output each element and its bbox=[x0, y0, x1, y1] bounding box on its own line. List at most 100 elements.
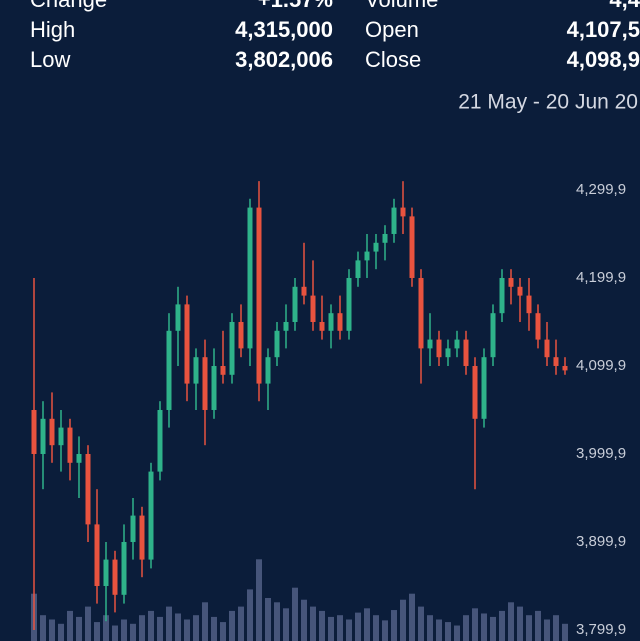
candle-body bbox=[499, 277, 505, 314]
candle-body bbox=[508, 277, 514, 287]
candle-body bbox=[256, 207, 262, 384]
candle-body bbox=[247, 207, 253, 349]
volume-bar bbox=[175, 613, 181, 641]
candle-body bbox=[517, 286, 523, 296]
candle-body bbox=[31, 409, 37, 454]
y-tick-label: 4,299,9 bbox=[576, 181, 626, 198]
candle-body bbox=[427, 339, 433, 349]
stat-label: Low bbox=[30, 47, 70, 72]
volume-bar bbox=[256, 559, 262, 641]
candle-body bbox=[373, 242, 379, 252]
candle-body bbox=[166, 330, 172, 410]
volume-bar bbox=[49, 619, 55, 641]
volume-bar bbox=[445, 622, 451, 641]
candle-body bbox=[535, 313, 541, 340]
candle-body bbox=[274, 330, 280, 358]
candle-body bbox=[481, 357, 487, 419]
candle-body bbox=[103, 559, 109, 586]
volume-bar bbox=[355, 612, 361, 641]
y-tick-label: 4,199,9 bbox=[576, 269, 626, 286]
volume-bar bbox=[373, 615, 379, 641]
candle-body bbox=[202, 357, 208, 410]
candle-body bbox=[463, 339, 469, 366]
stat-value: 4,315,000 bbox=[235, 17, 333, 42]
candle-body bbox=[94, 524, 100, 586]
volume-bar bbox=[418, 606, 424, 641]
candle-body bbox=[526, 295, 532, 314]
candle-body bbox=[346, 277, 352, 331]
volume-bar bbox=[238, 606, 244, 641]
volume-bar bbox=[274, 602, 280, 641]
stat-label: Volume bbox=[365, 0, 438, 12]
volume-bar bbox=[346, 619, 352, 641]
volume-bar bbox=[94, 622, 100, 641]
candle-body bbox=[355, 260, 361, 278]
volume-bar bbox=[490, 616, 496, 641]
candle-body bbox=[49, 418, 55, 446]
volume-bar bbox=[103, 615, 109, 641]
volume-bar bbox=[517, 606, 523, 641]
candle-body bbox=[121, 541, 127, 595]
volume-bar bbox=[535, 610, 541, 641]
stats: Change +1.57% Volume 4,4 High 4,315,000 Open 4,… bbox=[30, 0, 640, 72]
stat-value: 4,107,5 bbox=[567, 17, 640, 42]
candles bbox=[31, 181, 568, 630]
candle-body bbox=[301, 286, 307, 296]
stat-label: Close bbox=[365, 47, 421, 72]
volume-bar bbox=[472, 608, 478, 641]
candle-body bbox=[382, 233, 388, 243]
stat-label: Change bbox=[30, 0, 107, 12]
volume-bar bbox=[409, 593, 415, 641]
volume-bar bbox=[247, 589, 253, 641]
candle-body bbox=[310, 295, 316, 322]
volume-bar bbox=[454, 625, 460, 641]
volume-bar bbox=[544, 619, 550, 641]
volume-bar bbox=[328, 616, 334, 641]
candle-body bbox=[400, 207, 406, 217]
volume-bars bbox=[31, 559, 568, 641]
candle-body bbox=[337, 313, 343, 331]
stat-value: 4,4 bbox=[609, 0, 640, 12]
volume-bar bbox=[481, 613, 487, 641]
candle-body bbox=[409, 216, 415, 278]
volume-bar bbox=[382, 620, 388, 641]
volume-bar bbox=[337, 615, 343, 641]
candle-body bbox=[490, 313, 496, 358]
stat-value: 3,802,006 bbox=[235, 47, 333, 72]
candle-body bbox=[454, 339, 460, 349]
candle-body bbox=[553, 357, 559, 366]
candle-body bbox=[364, 251, 370, 261]
volume-bar bbox=[139, 615, 145, 641]
volume-bar bbox=[319, 610, 325, 641]
candle-body bbox=[265, 357, 271, 384]
candle-body bbox=[157, 409, 163, 472]
candle-body bbox=[319, 321, 325, 331]
candle-body bbox=[211, 365, 217, 410]
y-tick-label: 3,799,9 bbox=[576, 621, 626, 638]
volume-bar bbox=[112, 625, 118, 641]
candle-body bbox=[76, 453, 82, 463]
y-tick-label: 3,999,9 bbox=[576, 445, 626, 462]
volume-bar bbox=[499, 610, 505, 641]
volume-bar bbox=[58, 623, 64, 641]
candle-body bbox=[328, 313, 334, 331]
volume-bar bbox=[310, 606, 316, 641]
volume-bar bbox=[265, 598, 271, 641]
candle-body bbox=[85, 453, 91, 525]
volume-bar bbox=[436, 619, 442, 641]
volume-bar bbox=[202, 602, 208, 641]
y-tick-label: 4,099,9 bbox=[576, 357, 626, 374]
volume-bar bbox=[526, 615, 532, 641]
volume-bar bbox=[427, 615, 433, 641]
stat-value: 4,098,9 bbox=[567, 47, 640, 72]
candle-body bbox=[40, 418, 46, 454]
volume-bar bbox=[562, 623, 568, 641]
candle-body bbox=[418, 277, 424, 349]
candle-body bbox=[283, 321, 289, 331]
candle-body bbox=[472, 365, 478, 419]
volume-bar bbox=[508, 602, 514, 641]
volume-bar bbox=[40, 615, 46, 641]
volume-bar bbox=[292, 587, 298, 641]
